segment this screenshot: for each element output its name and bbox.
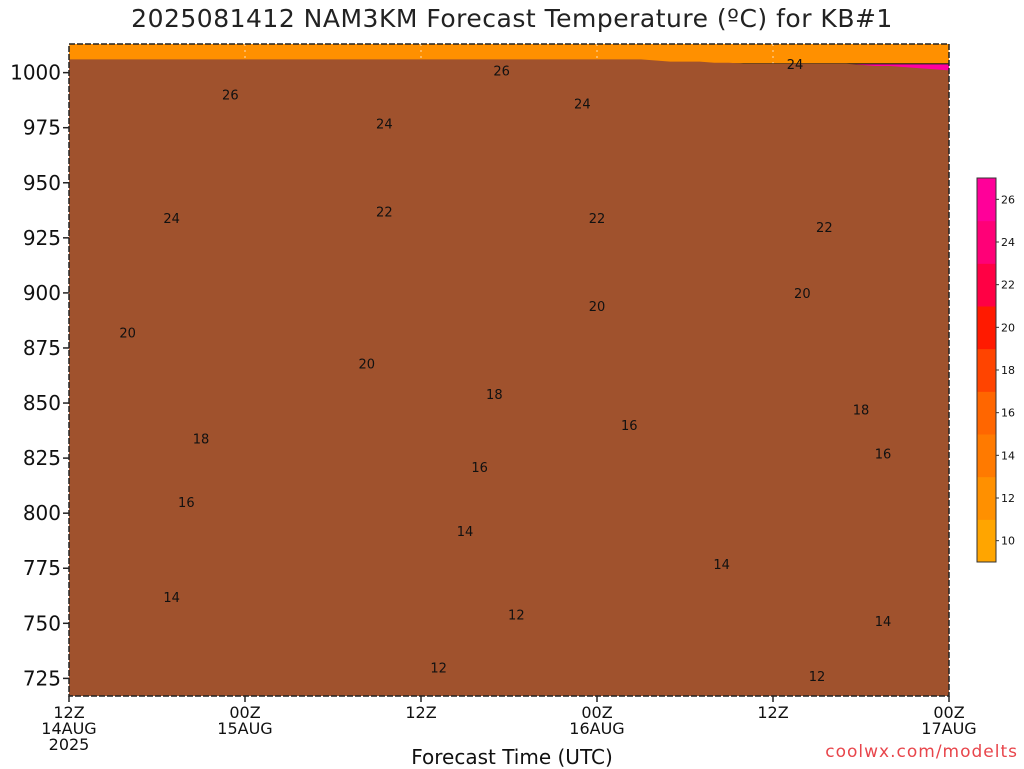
contour-label: 26 — [493, 64, 510, 79]
colorbar-segment — [977, 434, 996, 478]
colorbar-segment — [977, 476, 996, 520]
colorbar-label: 14 — [1001, 449, 1015, 462]
x-tick-label: 00Z — [229, 703, 260, 722]
colorbar-segment — [977, 263, 996, 307]
y-tick-label: 850 — [23, 391, 61, 415]
colorbar-label: 10 — [1001, 535, 1015, 548]
contour-label: 16 — [621, 419, 638, 434]
x-tick-label: 00Z — [933, 703, 964, 722]
y-tick-label: 900 — [23, 281, 61, 305]
contour-label: 14 — [457, 525, 474, 540]
contour-label: 18 — [486, 388, 503, 403]
x-tick-label: 2025 — [49, 735, 90, 754]
colorbar-label: 16 — [1001, 407, 1015, 420]
y-tick-label: 1000 — [10, 61, 61, 85]
contour-label: 20 — [358, 357, 375, 372]
x-tick-label: 16AUG — [569, 719, 624, 738]
contour-label: 16 — [178, 496, 195, 511]
y-tick-label: 975 — [23, 116, 61, 140]
contour-label: 16 — [875, 448, 892, 463]
contour-label: 24 — [574, 97, 591, 112]
contour-label: 24 — [787, 58, 804, 73]
contour-label: 12 — [809, 670, 826, 685]
plot-frame — [68, 43, 950, 697]
contour-label: 20 — [589, 300, 606, 315]
contour-label: 22 — [376, 205, 393, 220]
y-tick-label: 950 — [23, 171, 61, 195]
contour-label: 20 — [794, 287, 811, 302]
colorbar-label: 22 — [1001, 279, 1015, 292]
y-tick-label: 800 — [23, 501, 61, 525]
chart-title: 2025081412 NAM3KM Forecast Temperature (… — [131, 4, 893, 33]
contour-label: 24 — [163, 212, 180, 227]
x-tick-label: 14AUG — [41, 719, 96, 738]
x-axis-title: Forecast Time (UTC) — [411, 745, 613, 769]
colorbar-label: 20 — [1001, 321, 1015, 334]
y-tick-label: 750 — [23, 611, 61, 635]
colorbar-segment — [977, 306, 996, 350]
contour-label: 22 — [589, 212, 606, 227]
contour-label: 20 — [119, 327, 136, 342]
x-tick-label: 00Z — [581, 703, 612, 722]
contour-label: 18 — [853, 404, 870, 419]
credit-text: coolwx.com/modelts — [825, 742, 1018, 762]
colorbar-label: 12 — [1001, 492, 1015, 505]
x-tick-label: 12Z — [757, 703, 788, 722]
colorbar-segment — [977, 220, 996, 264]
contour-label: 16 — [471, 461, 488, 476]
contour-label: 14 — [875, 615, 892, 630]
y-tick-label: 825 — [23, 446, 61, 470]
x-tick-label: 12Z — [53, 703, 84, 722]
colorbar-segment — [977, 519, 996, 563]
y-tick-label: 875 — [23, 336, 61, 360]
colorbar-label: 24 — [1001, 236, 1015, 249]
contour-label: 26 — [222, 89, 239, 104]
contour-label: 22 — [816, 221, 833, 236]
y-tick-label: 925 — [23, 226, 61, 250]
contour-label: 14 — [163, 591, 180, 606]
colorbar-label: 26 — [1001, 193, 1015, 206]
colorbar-segment — [977, 391, 996, 435]
y-tick-label: 725 — [23, 666, 61, 690]
contour-label: 18 — [193, 432, 210, 447]
contour-label: 24 — [376, 117, 393, 132]
contour-label: 14 — [713, 558, 730, 573]
x-tick-label: 17AUG — [921, 719, 976, 738]
colorbar-segment — [977, 178, 996, 222]
contour-label: 12 — [508, 609, 525, 624]
y-tick-label: 775 — [23, 556, 61, 580]
x-tick-label: 15AUG — [217, 719, 272, 738]
colorbar-segment — [977, 348, 996, 392]
contour-label: 12 — [430, 661, 447, 676]
x-tick-label: 12Z — [405, 703, 436, 722]
ground-terrain — [69, 59, 949, 696]
colorbar-label: 18 — [1001, 364, 1015, 377]
